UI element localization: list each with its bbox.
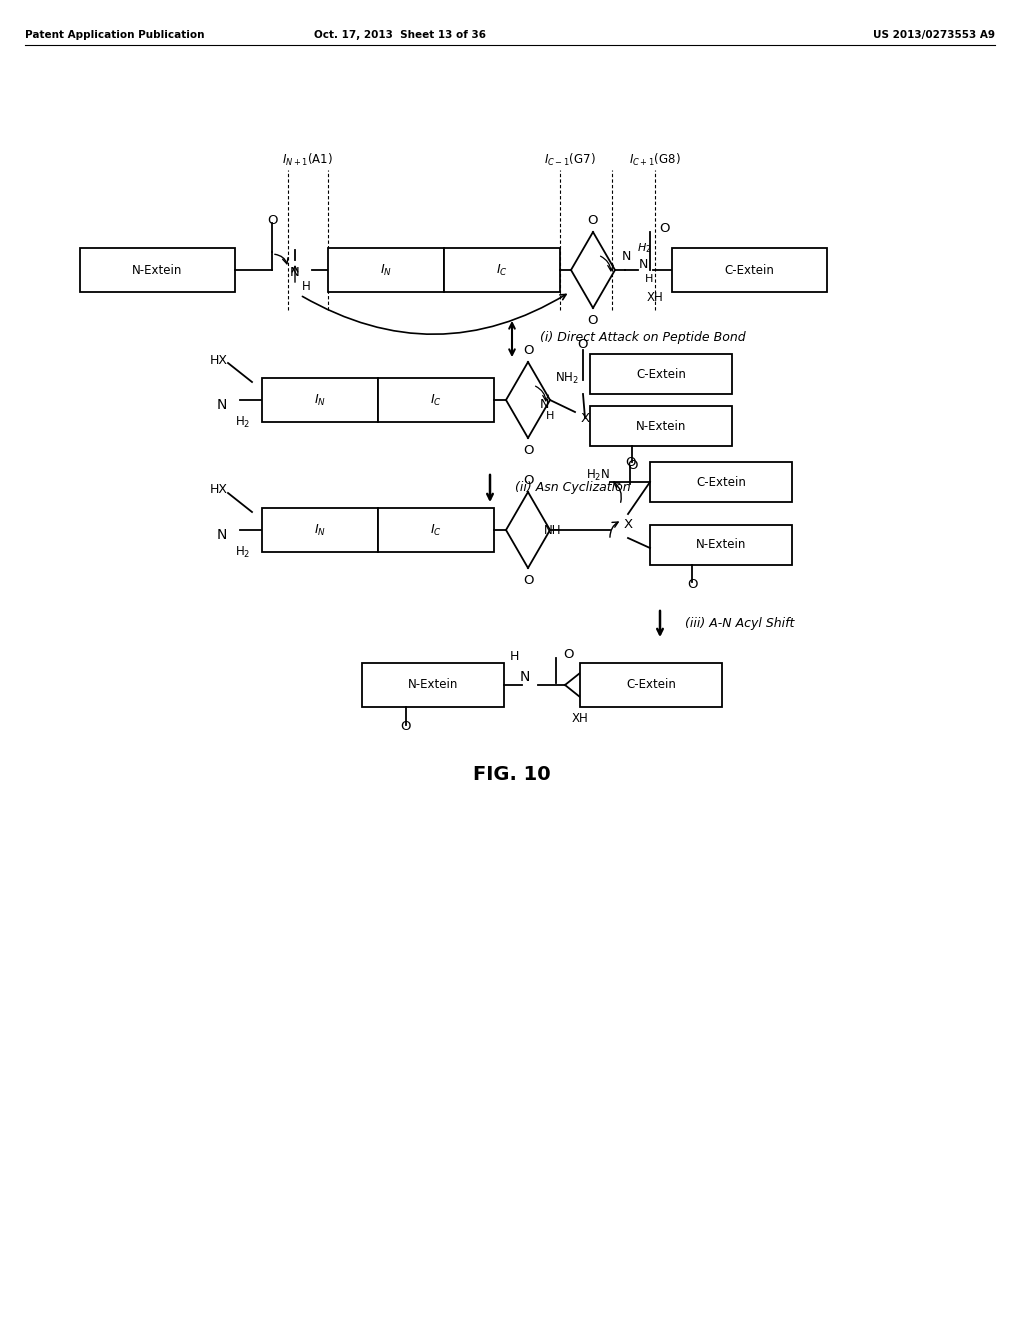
Text: N-Extein: N-Extein (696, 539, 746, 552)
Text: NH: NH (544, 524, 561, 536)
Text: $I_{C+1}$(G8): $I_{C+1}$(G8) (629, 152, 681, 168)
Text: O: O (522, 474, 534, 487)
Text: $I_{N+1}$(A1): $I_{N+1}$(A1) (283, 152, 334, 168)
FancyBboxPatch shape (262, 508, 378, 552)
Text: C-Extein: C-Extein (636, 367, 686, 380)
Text: XH: XH (572, 713, 589, 726)
Text: XH: XH (646, 292, 664, 305)
FancyBboxPatch shape (590, 407, 732, 446)
Text: X: X (624, 519, 633, 532)
FancyBboxPatch shape (590, 354, 732, 393)
Text: O: O (522, 444, 534, 457)
FancyBboxPatch shape (650, 462, 792, 502)
Text: N: N (217, 528, 227, 543)
Text: C-Extein: C-Extein (696, 475, 745, 488)
Text: $I_N$: $I_N$ (380, 263, 392, 277)
Text: H$_2$N: H$_2$N (586, 467, 610, 483)
Text: N: N (217, 399, 227, 412)
Text: O: O (588, 214, 598, 227)
Text: C-Extein: C-Extein (725, 264, 774, 276)
Text: $I_{C-1}$(G7): $I_{C-1}$(G7) (544, 152, 596, 168)
Text: H$_2$: H$_2$ (234, 544, 251, 560)
Text: O: O (400, 721, 412, 734)
FancyBboxPatch shape (362, 663, 504, 708)
Text: O: O (627, 458, 637, 471)
Text: HX: HX (210, 483, 228, 496)
Text: O: O (563, 648, 573, 661)
Text: O: O (687, 578, 697, 591)
Text: Oct. 17, 2013  Sheet 13 of 36: Oct. 17, 2013 Sheet 13 of 36 (314, 30, 486, 40)
Text: O: O (578, 338, 588, 351)
Text: (i) Direct Attack on Peptide Bond: (i) Direct Attack on Peptide Bond (540, 331, 745, 345)
Text: O: O (659, 222, 671, 235)
FancyBboxPatch shape (650, 525, 792, 565)
FancyBboxPatch shape (378, 508, 494, 552)
FancyBboxPatch shape (378, 378, 494, 422)
Text: N: N (290, 267, 300, 280)
Text: O: O (522, 573, 534, 586)
FancyBboxPatch shape (672, 248, 827, 292)
Text: Patent Application Publication: Patent Application Publication (25, 30, 205, 40)
Text: $I_N$: $I_N$ (314, 392, 326, 408)
Text: $H_2$: $H_2$ (637, 242, 651, 255)
Text: US 2013/0273553 A9: US 2013/0273553 A9 (873, 30, 995, 40)
Text: $I_N$: $I_N$ (314, 523, 326, 537)
Text: (ii) Asn Cyclization: (ii) Asn Cyclization (515, 482, 631, 495)
Text: O: O (588, 314, 598, 326)
Text: H: H (645, 275, 653, 284)
Text: N-Extein: N-Extein (636, 420, 686, 433)
Text: N: N (638, 259, 648, 272)
Text: O: O (266, 214, 278, 227)
Text: H: H (302, 281, 310, 293)
Text: N-Extein: N-Extein (408, 678, 458, 692)
Text: H: H (546, 411, 554, 421)
Text: $I_C$: $I_C$ (430, 523, 442, 537)
Text: H: H (509, 651, 519, 664)
Text: $I_C$: $I_C$ (496, 263, 508, 277)
FancyBboxPatch shape (580, 663, 722, 708)
Text: O: O (625, 455, 635, 469)
Text: $I_C$: $I_C$ (430, 392, 442, 408)
Text: N-Extein: N-Extein (132, 264, 182, 276)
FancyBboxPatch shape (80, 248, 234, 292)
Text: X: X (581, 412, 590, 425)
FancyBboxPatch shape (444, 248, 560, 292)
Text: FIG. 10: FIG. 10 (473, 766, 551, 784)
Text: O: O (522, 343, 534, 356)
Text: NH$_2$: NH$_2$ (555, 371, 579, 385)
Text: HX: HX (210, 354, 228, 367)
Text: N: N (520, 671, 530, 684)
FancyBboxPatch shape (328, 248, 444, 292)
Text: N: N (540, 397, 549, 411)
Text: C-Extein: C-Extein (626, 678, 676, 692)
Text: (iii) A-N Acyl Shift: (iii) A-N Acyl Shift (685, 618, 795, 631)
Text: N: N (622, 249, 632, 263)
Text: H$_2$: H$_2$ (234, 414, 251, 429)
FancyBboxPatch shape (262, 378, 378, 422)
